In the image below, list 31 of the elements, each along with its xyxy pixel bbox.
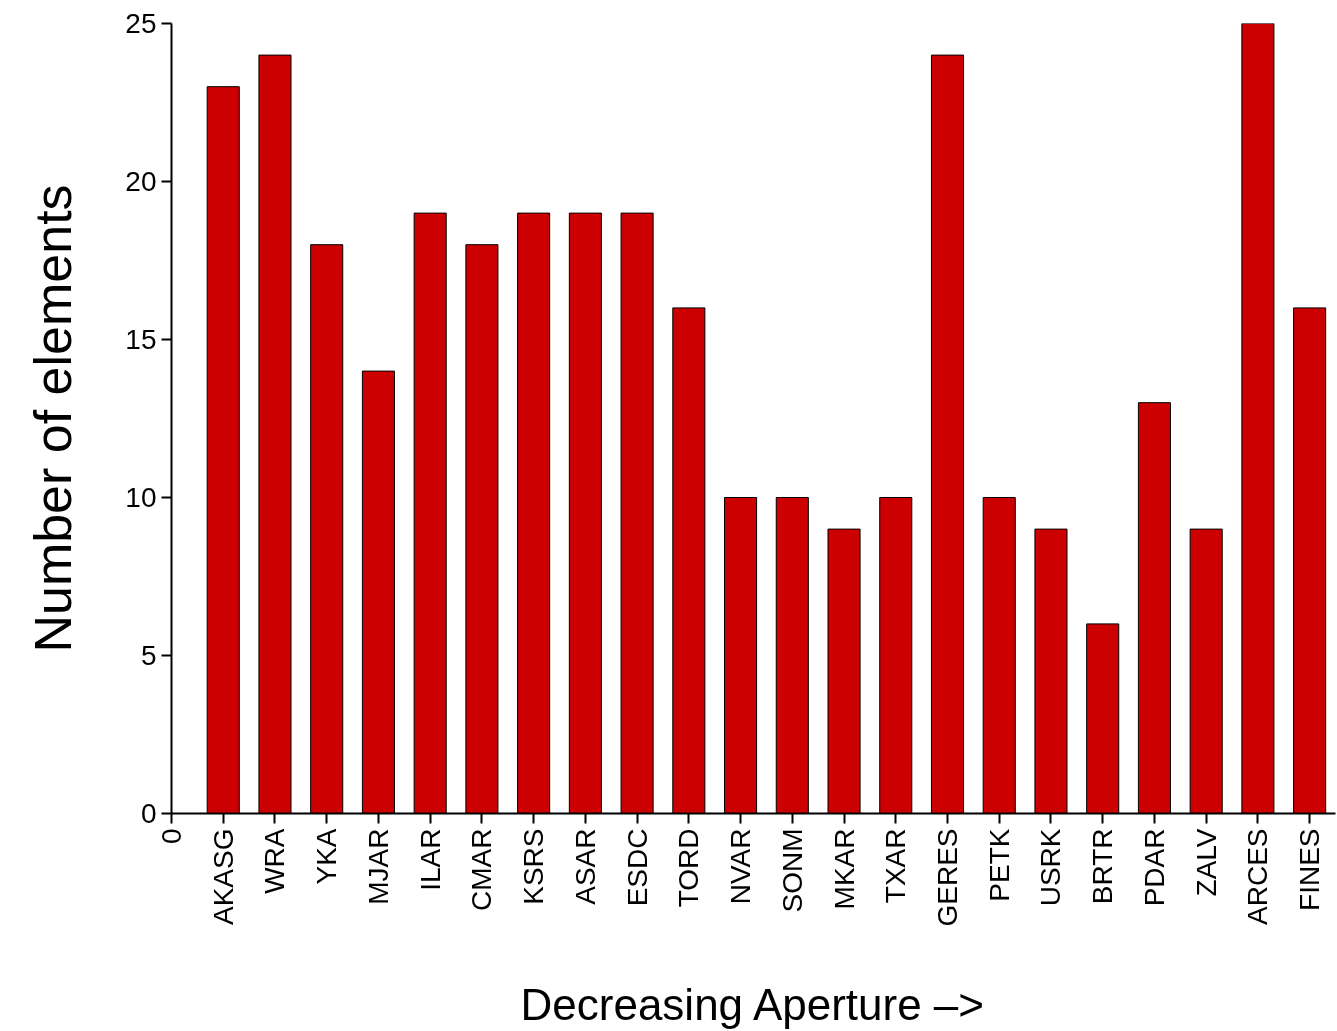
- x-tick-label: ESDC: [621, 828, 653, 907]
- y-tick-label: 5: [140, 640, 157, 671]
- x-tick-label: USRK: [1035, 828, 1067, 907]
- x-tick-label: FINES: [1294, 828, 1326, 911]
- y-tick-label: 25: [125, 8, 157, 39]
- x-tick-label: BRTR: [1087, 828, 1119, 905]
- x-tick-label: ZALV: [1190, 828, 1222, 897]
- y-tick-label: 15: [125, 324, 157, 355]
- x-tick-label: TORD: [673, 828, 705, 908]
- x-axis-title: Decreasing Aperture –>: [520, 979, 985, 1029]
- x-tick-label: KSRS: [518, 828, 550, 905]
- y-axis-title: Number of elements: [24, 184, 83, 653]
- y-tick-label: 0: [140, 798, 157, 829]
- x-tick-label: SONM: [776, 828, 808, 913]
- x-tick-label: NVAR: [725, 828, 757, 905]
- x-tick-label: MJAR: [362, 828, 394, 905]
- x-tick-label: ILAR: [414, 828, 446, 891]
- x-tick-label: PETK: [983, 828, 1015, 902]
- x-tick-label: PDAR: [1138, 828, 1170, 907]
- x-tick-label: MKAR: [828, 828, 860, 910]
- x-tick-label: WRA: [259, 828, 291, 894]
- x-tick-label: 0: [156, 828, 187, 845]
- x-tick-label: ASAR: [569, 828, 601, 905]
- y-tick-label: 10: [125, 482, 157, 513]
- x-tick-label: ARCES: [1242, 828, 1274, 925]
- y-tick-label: 20: [125, 166, 157, 197]
- x-tick-label: AKASG: [207, 828, 239, 925]
- x-tick-label: YKA: [311, 828, 343, 885]
- x-tick-label: GERES: [932, 828, 963, 927]
- x-tick-label: TXAR: [880, 828, 912, 904]
- x-tick-label: CMAR: [466, 828, 498, 911]
